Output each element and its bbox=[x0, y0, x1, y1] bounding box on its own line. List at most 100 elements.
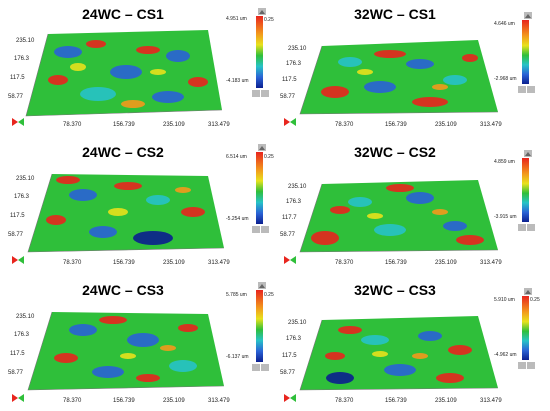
surface-texture bbox=[54, 316, 198, 382]
scale-step-label: 0.25 bbox=[264, 292, 274, 298]
x-tick: 235.109 bbox=[163, 122, 185, 128]
panel-24wc-cs1: 24WC – CS1 235.10 176.3 117.5 58.77 78.3… bbox=[8, 2, 278, 133]
panel-title: 24WC – CS1 bbox=[82, 6, 164, 22]
y-tick: 235.10 bbox=[288, 184, 307, 190]
scale-left-button[interactable] bbox=[252, 364, 260, 371]
x-tick: 235.109 bbox=[435, 260, 457, 266]
scale-max-label: 6.514 um bbox=[226, 154, 247, 160]
y-tick: 117.7 bbox=[282, 215, 297, 221]
y-tick: 235.10 bbox=[16, 176, 35, 182]
color-scale-bar bbox=[256, 290, 263, 362]
x-tick: 156.739 bbox=[113, 398, 135, 404]
x-tick: 313.479 bbox=[208, 260, 230, 266]
y-tick: 58.77 bbox=[8, 232, 24, 238]
surface-texture bbox=[48, 40, 208, 108]
panel-title: 32WC – CS2 bbox=[354, 144, 436, 160]
surface-plot: 235.10 176.3 117.5 58.77 78.370 156.739 … bbox=[8, 8, 274, 128]
axis-orientation-icon bbox=[12, 394, 24, 402]
surface-texture bbox=[311, 184, 484, 245]
x-tick: 156.739 bbox=[385, 122, 407, 128]
scale-down-button[interactable] bbox=[261, 90, 269, 97]
y-tick: 176.3 bbox=[286, 61, 302, 67]
x-tick: 313.479 bbox=[480, 398, 502, 404]
x-tick: 156.739 bbox=[385, 260, 407, 266]
surface-plot: 235.10 176.3 117.5 58.77 78.370 156.739 … bbox=[280, 288, 540, 404]
y-tick: 58.77 bbox=[8, 94, 24, 100]
x-tick: 78.370 bbox=[63, 398, 82, 404]
panel-title: 32WC – CS3 bbox=[354, 282, 436, 298]
scale-min-label: -6.137 um bbox=[226, 354, 249, 360]
scale-max-label: 4.951 um bbox=[226, 16, 247, 22]
y-tick: 176.3 bbox=[14, 332, 30, 338]
x-tick: 235.109 bbox=[435, 122, 457, 128]
x-tick: 156.739 bbox=[385, 398, 407, 404]
scale-down-button[interactable] bbox=[527, 224, 535, 231]
x-tick: 235.109 bbox=[163, 398, 185, 404]
scale-step-label: 0.25 bbox=[264, 17, 274, 23]
x-tick: 235.109 bbox=[435, 398, 457, 404]
scale-step-label: 0.25 bbox=[264, 154, 274, 160]
axis-orientation-icon bbox=[284, 394, 296, 402]
panel-24wc-cs3: 24WC – CS3 235.10 176.3 117.5 58.77 78.3… bbox=[8, 278, 278, 409]
scale-left-button[interactable] bbox=[252, 90, 260, 97]
axis-orientation-icon bbox=[284, 256, 296, 264]
panel-32wc-cs3: 32WC – CS3 235.10 176.3 117.5 58.77 78.3… bbox=[280, 278, 550, 409]
surface-map bbox=[300, 180, 498, 252]
x-tick: 78.370 bbox=[63, 260, 82, 266]
y-tick: 117.5 bbox=[282, 353, 297, 359]
x-tick: 78.370 bbox=[63, 122, 82, 128]
y-tick: 176.3 bbox=[14, 194, 30, 200]
scale-left-button[interactable] bbox=[518, 362, 526, 369]
x-tick: 235.109 bbox=[163, 260, 185, 266]
scale-max-label: 5.910 um bbox=[494, 297, 515, 303]
panel-title: 24WC – CS2 bbox=[82, 144, 164, 160]
surface-texture bbox=[325, 326, 472, 384]
scale-down-button[interactable] bbox=[261, 226, 269, 233]
panel-title: 32WC – CS1 bbox=[354, 6, 436, 22]
y-tick: 58.77 bbox=[8, 370, 24, 376]
surface-texture bbox=[321, 50, 478, 107]
surface-texture bbox=[46, 176, 205, 245]
surface-plot: 235.10 176.3 117.5 58.77 78.370 156.739 … bbox=[8, 282, 274, 404]
x-tick: 313.479 bbox=[208, 122, 230, 128]
scale-left-button[interactable] bbox=[518, 86, 526, 93]
y-tick: 235.10 bbox=[16, 314, 35, 320]
scale-min-label: -4.183 um bbox=[226, 78, 249, 84]
surface-plot: 235.10 176.3 117.7 58.77 78.370 156.739 … bbox=[280, 150, 535, 266]
scale-max-label: 4.646 um bbox=[494, 21, 515, 27]
axis-orientation-icon bbox=[12, 118, 24, 126]
y-tick: 176.3 bbox=[14, 56, 30, 62]
y-tick: 176.3 bbox=[286, 336, 302, 342]
y-tick: 235.10 bbox=[16, 38, 35, 44]
y-tick: 117.5 bbox=[10, 213, 25, 219]
color-scale-bar bbox=[256, 152, 263, 224]
panel-24wc-cs2: 24WC – CS2 235.10 176.3 117.5 58.77 78.3… bbox=[8, 140, 278, 271]
scale-left-button[interactable] bbox=[518, 224, 526, 231]
color-scale-bar bbox=[522, 20, 529, 84]
y-tick: 235.10 bbox=[288, 320, 307, 326]
y-tick: 58.77 bbox=[280, 232, 296, 238]
surface-map bbox=[28, 312, 224, 390]
y-tick: 117.5 bbox=[10, 75, 25, 81]
color-scale-bar bbox=[256, 16, 263, 88]
x-tick: 313.479 bbox=[480, 260, 502, 266]
y-tick: 117.5 bbox=[282, 77, 297, 83]
scale-down-button[interactable] bbox=[261, 364, 269, 371]
scale-down-button[interactable] bbox=[527, 362, 535, 369]
x-tick: 313.479 bbox=[480, 122, 502, 128]
y-tick: 117.5 bbox=[10, 351, 25, 357]
panel-32wc-cs1: 32WC – CS1 235.10 176.3 117.5 58.77 78.3… bbox=[280, 2, 550, 133]
y-tick: 58.77 bbox=[280, 94, 296, 100]
color-scale-bar bbox=[522, 158, 529, 222]
scale-left-button[interactable] bbox=[252, 226, 260, 233]
scale-down-button[interactable] bbox=[527, 86, 535, 93]
surface-plot: 235.10 176.3 117.5 58.77 78.370 156.739 … bbox=[280, 12, 535, 128]
x-tick: 78.370 bbox=[335, 122, 354, 128]
y-tick: 176.3 bbox=[286, 199, 302, 205]
axis-orientation-icon bbox=[284, 118, 296, 126]
surface-plot: 235.10 176.3 117.5 58.77 78.370 156.739 … bbox=[8, 144, 274, 266]
panel-title: 24WC – CS3 bbox=[82, 282, 164, 298]
surface-map bbox=[300, 316, 498, 390]
x-tick: 156.739 bbox=[113, 122, 135, 128]
scale-max-label: 5.785 um bbox=[226, 292, 247, 298]
